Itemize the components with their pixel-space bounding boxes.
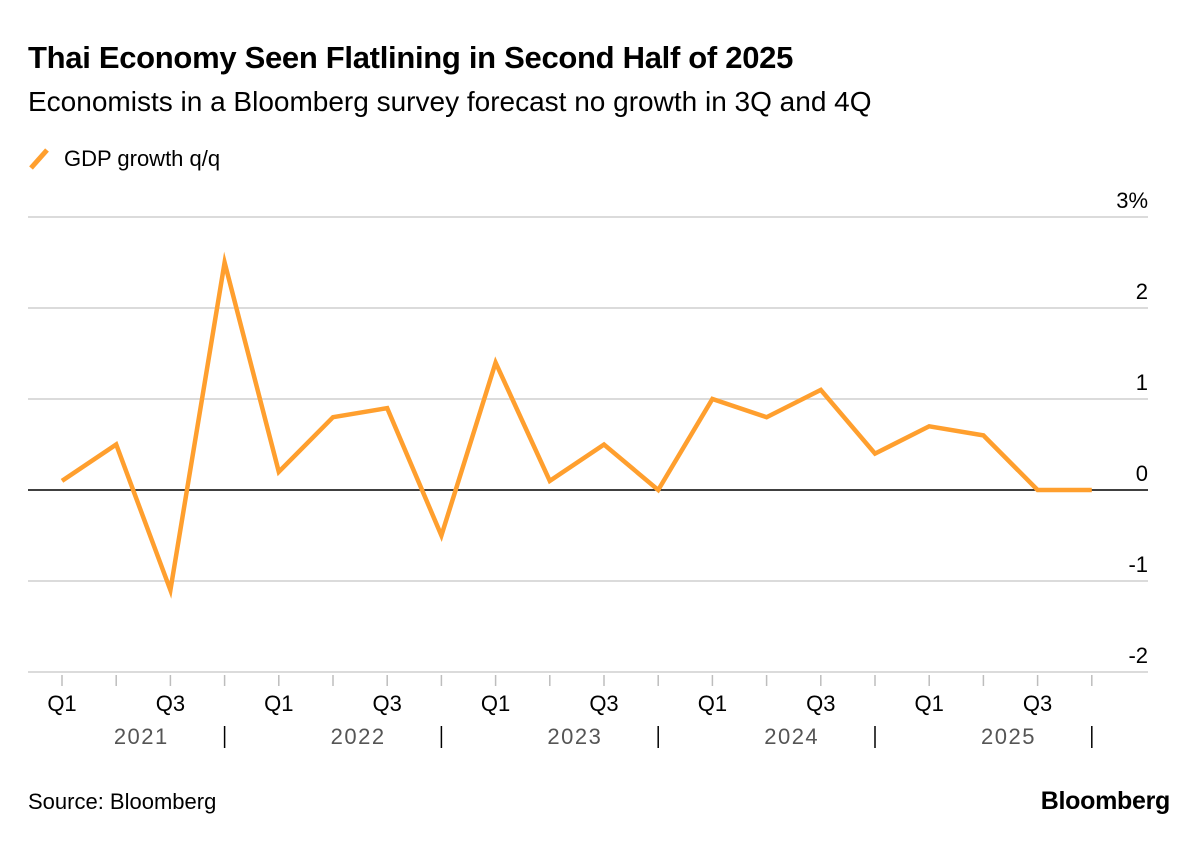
x-tick-label: Q1 <box>481 691 510 716</box>
x-tick-label: Q1 <box>915 691 944 716</box>
year-label: 2021 <box>114 724 169 749</box>
series-layer <box>60 251 1092 599</box>
y-tick-label: 3% <box>1116 188 1148 213</box>
x-tick-label: Q1 <box>698 691 727 716</box>
x-tick-label: Q3 <box>156 691 185 716</box>
legend: GDP growth q/q <box>28 146 220 172</box>
grid-layer <box>28 216 1148 673</box>
x-tick-label: Q1 <box>264 691 293 716</box>
year-label: 2024 <box>764 724 819 749</box>
axis-layer <box>28 489 1148 748</box>
y-tick-label: 2 <box>1136 279 1148 304</box>
x-tick-label: Q3 <box>806 691 835 716</box>
year-label: 2025 <box>981 724 1036 749</box>
legend-label: GDP growth q/q <box>64 146 221 171</box>
label-layer: -2 -1 0 1 2 3% Q1 Q3 Q1 Q3 Q1 Q3 Q1 Q3 Q1 Q3 2021 2022 202… <box>47 188 1148 749</box>
x-tick-label: Q3 <box>589 691 618 716</box>
x-tick-label: Q1 <box>47 691 76 716</box>
source-note: Source: Bloomberg <box>28 789 217 814</box>
chart-title: Thai Economy Seen Flatlining in Second H… <box>28 40 794 75</box>
series-line-gdp-growth <box>60 251 1092 599</box>
chart-subtitle: Economists in a Bloomberg survey forecas… <box>28 86 872 117</box>
y-tick-label: -2 <box>1128 643 1148 668</box>
year-label: 2023 <box>547 724 602 749</box>
y-tick-label: 0 <box>1136 461 1148 486</box>
x-tick-label: Q3 <box>1023 691 1052 716</box>
legend-swatch-icon <box>29 148 49 170</box>
bloomberg-logo: Bloomberg <box>1040 787 1171 815</box>
y-tick-label: -1 <box>1128 552 1148 577</box>
y-tick-label: 1 <box>1136 370 1148 395</box>
x-tick-label: Q3 <box>373 691 402 716</box>
year-label: 2022 <box>331 724 386 749</box>
